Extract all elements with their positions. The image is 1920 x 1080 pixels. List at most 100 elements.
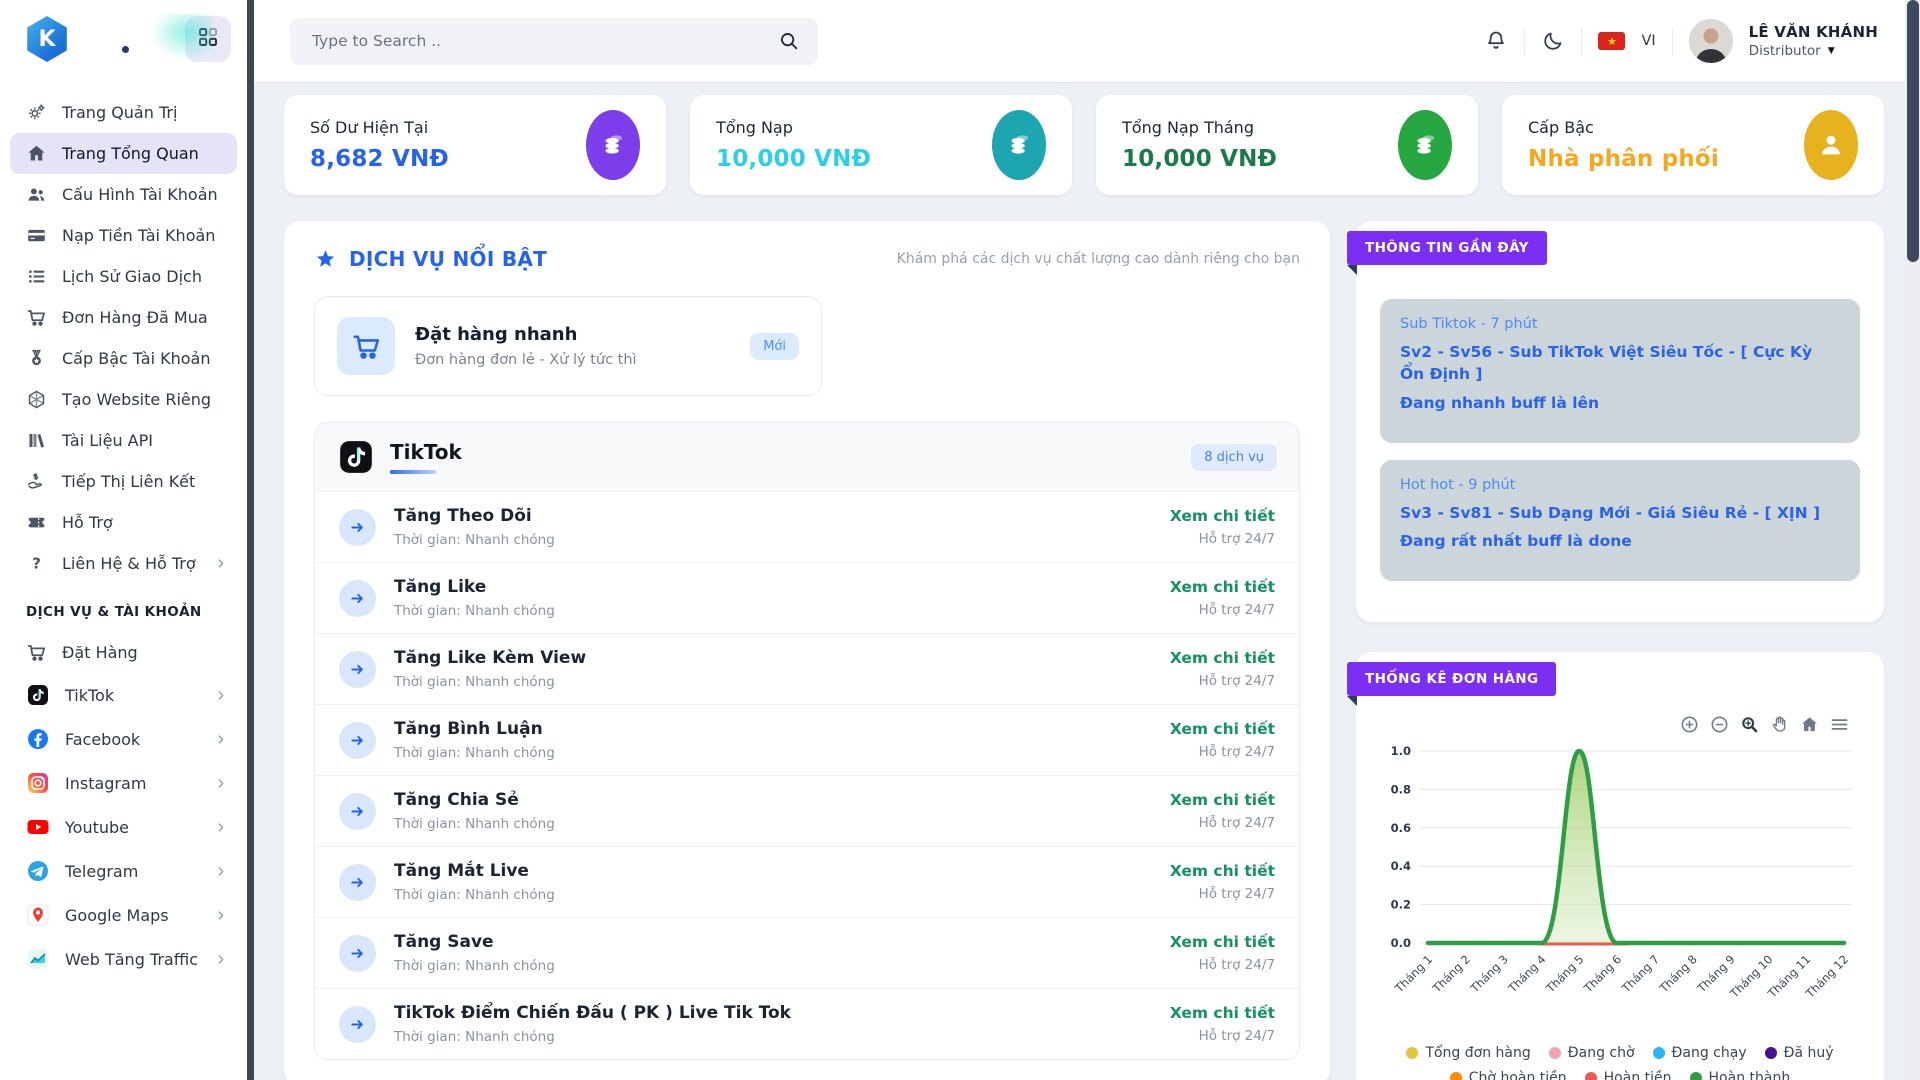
- sidebar-item-facebook[interactable]: Facebook: [10, 717, 237, 761]
- sidebar-item-telegram[interactable]: Telegram: [10, 849, 237, 893]
- title-accent: [390, 470, 436, 474]
- service-name: Tăng Chia Sẻ: [394, 790, 519, 810]
- view-details-link[interactable]: Xem chi tiết: [1169, 791, 1275, 809]
- service-name: Tăng Theo Dõi: [394, 506, 532, 526]
- gears-icon: [26, 102, 47, 123]
- language-code[interactable]: VI: [1641, 33, 1656, 49]
- quick-order-card[interactable]: Đặt hàng nhanh Đơn hàng đơn lẻ - Xử lý t…: [314, 296, 822, 396]
- legend-item-cho-hoan-tien[interactable]: Chờ hoàn tiền: [1449, 1070, 1567, 1080]
- sidebar-item-dat-hang[interactable]: Đặt Hàng: [10, 632, 237, 673]
- service-time: Thời gian: Nhanh chóng: [394, 745, 555, 761]
- legend-label: Đã huỷ: [1783, 1045, 1834, 1062]
- legend-item-dang-cho[interactable]: Đang chờ: [1548, 1045, 1635, 1061]
- user-avatar[interactable]: [1688, 19, 1733, 63]
- sidebar-item-ho-tro[interactable]: Hỗ Trợ: [10, 502, 237, 543]
- service-row-tang-theo-doi[interactable]: Tăng Theo Dõi Thời gian: Nhanh chóng Xem c…: [315, 491, 1299, 562]
- search-input[interactable]: [312, 32, 778, 50]
- sidebar-scrollbar[interactable]: [247, 0, 254, 1080]
- dark-mode-moon-icon[interactable]: [1541, 29, 1565, 53]
- vietnam-flag-icon[interactable]: ★: [1598, 32, 1626, 50]
- chevron-right-icon: [214, 733, 227, 746]
- sidebar-item-lich-su-giao-dich[interactable]: Lịch Sử Giao Dịch: [10, 256, 237, 297]
- sidebar-item-label: Instagram: [65, 773, 147, 793]
- dropdown-caret-icon[interactable]: ▼: [1827, 46, 1835, 56]
- app-logo[interactable]: K: [27, 16, 67, 62]
- chevron-right-icon: [214, 953, 227, 966]
- service-row-tang-save[interactable]: Tăng Save Thời gian: Nhanh chóng Xem chi t…: [315, 917, 1299, 988]
- featured-services-card: DỊCH VỤ NỔI BẬT Khám phá các dịch vụ chấ…: [284, 221, 1330, 1080]
- sidebar-item-label: Google Maps: [65, 905, 169, 925]
- main-content: Số Dư Hiện Tại 8,682 VNĐ Tổng Nạp 10,000 VN…: [254, 82, 1920, 1080]
- sidebar-item-trang-tong-quan[interactable]: Trang Tổng Quan: [10, 133, 237, 174]
- sidebar-item-label: Đơn Hàng Đã Mua: [62, 308, 208, 327]
- sidebar-item-instagram[interactable]: Instagram: [10, 761, 237, 805]
- arrow-right-icon: [339, 792, 376, 830]
- zoom-out-icon[interactable]: [1709, 714, 1730, 735]
- user-name: LÊ VĂN KHÁNH: [1748, 23, 1878, 41]
- svg-text:Tháng 5: Tháng 5: [1543, 953, 1587, 997]
- zoom-in-icon[interactable]: [1679, 714, 1700, 735]
- service-row-tang-chia-se[interactable]: Tăng Chia Sẻ Thời gian: Nhanh chóng Xem ch…: [315, 775, 1299, 846]
- notification-card: Sub Tiktok - 7 phút Sv2 - Sv56 - Sub TikT…: [1380, 299, 1860, 443]
- legend-dot: [1406, 1047, 1419, 1060]
- view-details-link[interactable]: Xem chi tiết: [1169, 1004, 1275, 1022]
- sidebar-item-lien-he-ho-tro[interactable]: ? Liên Hệ & Hỗ Trợ: [10, 543, 237, 584]
- coins-icon: [586, 110, 640, 180]
- pan-hand-icon[interactable]: [1769, 714, 1790, 735]
- sidebar-item-tiep-thi-lien-ket[interactable]: Tiếp Thị Liên Kết: [10, 461, 237, 502]
- menu-icon[interactable]: [1829, 714, 1850, 735]
- search-box[interactable]: [290, 17, 818, 65]
- sidebar-item-cau-hinh-tai-khoan[interactable]: Cấu Hình Tài Khoản: [10, 174, 237, 215]
- cart-icon: [337, 317, 395, 375]
- legend-item-dang-chay[interactable]: Đang chạy: [1652, 1045, 1747, 1061]
- view-details-link[interactable]: Xem chi tiết: [1169, 933, 1275, 951]
- stat-value: 8,682 VNĐ: [310, 146, 449, 172]
- sidebar-item-tao-website-rieng[interactable]: Tạo Website Riêng: [10, 379, 237, 420]
- sidebar-item-cap-bac-tai-khoan[interactable]: Cấp Bậc Tài Khoản: [10, 338, 237, 379]
- notifications-bell-icon[interactable]: [1484, 29, 1508, 53]
- svg-text:1.0: 1.0: [1391, 744, 1411, 758]
- legend-item-hoan-tien[interactable]: Hoàn tiền: [1584, 1070, 1672, 1080]
- view-details-link[interactable]: Xem chi tiết: [1169, 578, 1275, 596]
- legend-label: Tổng đơn hàng: [1425, 1045, 1531, 1062]
- sidebar-item-web-tang-traffic[interactable]: Web Tăng Traffic: [10, 937, 237, 981]
- sidebar-item-tiktok[interactable]: TikTok: [10, 673, 237, 717]
- legend-item-hoan-thanh[interactable]: Hoàn thành: [1689, 1070, 1790, 1080]
- legend-dot: [1548, 1047, 1561, 1060]
- sidebar-item-don-hang-da-mua[interactable]: Đơn Hàng Đã Mua: [10, 297, 237, 338]
- sidebar-item-label: Tạo Website Riêng: [62, 390, 212, 409]
- page-scrollbar[interactable]: [1905, 0, 1920, 1080]
- user-info[interactable]: LÊ VĂN KHÁNH Distributor ▼: [1749, 23, 1878, 59]
- view-details-link[interactable]: Xem chi tiết: [1169, 720, 1275, 738]
- view-details-link[interactable]: Xem chi tiết: [1169, 507, 1275, 525]
- service-time: Thời gian: Nhanh chóng: [394, 603, 555, 619]
- search-icon[interactable]: [778, 30, 800, 52]
- view-details-link[interactable]: Xem chi tiết: [1169, 649, 1275, 667]
- legend-item-da-huy[interactable]: Đã huỷ: [1764, 1045, 1834, 1062]
- arrow-right-icon: [339, 721, 376, 759]
- service-support: Hỗ trợ 24/7: [1198, 815, 1275, 831]
- sidebar-item-label: Web Tăng Traffic: [65, 949, 198, 969]
- service-row-tang-binh-luan[interactable]: Tăng Bình Luận Thời gian: Nhanh chóng Xem …: [315, 704, 1299, 775]
- sidebar-item-google-maps[interactable]: Google Maps: [10, 893, 237, 937]
- selection-zoom-icon[interactable]: [1739, 714, 1760, 735]
- legend-item-tong-don-hang[interactable]: Tổng đơn hàng: [1406, 1045, 1531, 1062]
- sidebar-item-tai-lieu-api[interactable]: Tài Liệu API: [10, 420, 237, 461]
- service-row-tiktok-diem-chien-dau-pk-live-tik-tok[interactable]: TikTok Điểm Chiến Đấu ( PK ) Live Tik To…: [315, 988, 1299, 1059]
- view-details-link[interactable]: Xem chi tiết: [1169, 862, 1275, 880]
- service-row-tang-like[interactable]: Tăng Like Thời gian: Nhanh chóng Xem chi t…: [315, 562, 1299, 633]
- sidebar-item-youtube[interactable]: Youtube: [10, 805, 237, 849]
- sidebar-item-label: Trang Tổng Quan: [62, 144, 199, 163]
- service-row-tang-mat-live[interactable]: Tăng Mắt Live Thời gian: Nhanh chóng Xem c…: [315, 846, 1299, 917]
- sidebar-item-trang-quan-tri[interactable]: Trang Quản Trị: [10, 92, 237, 133]
- sidebar-item-label: TikTok: [65, 685, 115, 705]
- service-row-tang-like-kem-view[interactable]: Tăng Like Kèm View Thời gian: Nhanh chóng…: [315, 633, 1299, 704]
- sidebar-item-nap-tien-tai-khoan[interactable]: Nạp Tiền Tài Khoản: [10, 215, 237, 256]
- gmaps-icon: [26, 903, 50, 927]
- reset-home-icon[interactable]: [1799, 714, 1820, 735]
- arrow-right-icon: [339, 1005, 376, 1043]
- sidebar-header: K: [0, 0, 247, 78]
- scrollbar-thumb[interactable]: [1906, 0, 1919, 262]
- tiktok-icon: [337, 438, 375, 476]
